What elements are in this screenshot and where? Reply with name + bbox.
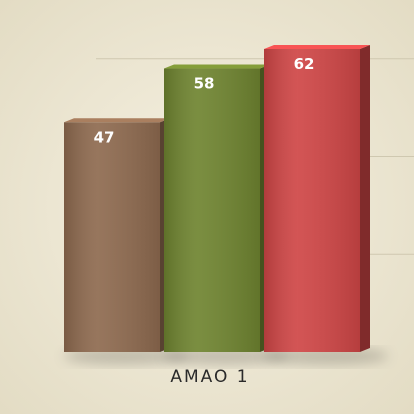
bar	[64, 118, 170, 352]
bar-value-label: 47	[94, 128, 115, 146]
bar-side	[360, 45, 370, 352]
category-label: AMAO 1	[170, 367, 249, 387]
bar-value-label: 58	[194, 75, 215, 93]
bar-top	[164, 64, 270, 69]
bar-value-label: 62	[294, 55, 315, 73]
bar	[264, 45, 370, 352]
data-labels: 47 58 62	[94, 55, 315, 146]
bar-top	[264, 45, 370, 49]
bar-top	[64, 118, 170, 123]
bar-sheen	[264, 49, 360, 352]
bars	[64, 45, 370, 352]
bar-sheen	[64, 122, 160, 352]
bar	[164, 64, 270, 352]
bar-sheen	[164, 68, 260, 352]
